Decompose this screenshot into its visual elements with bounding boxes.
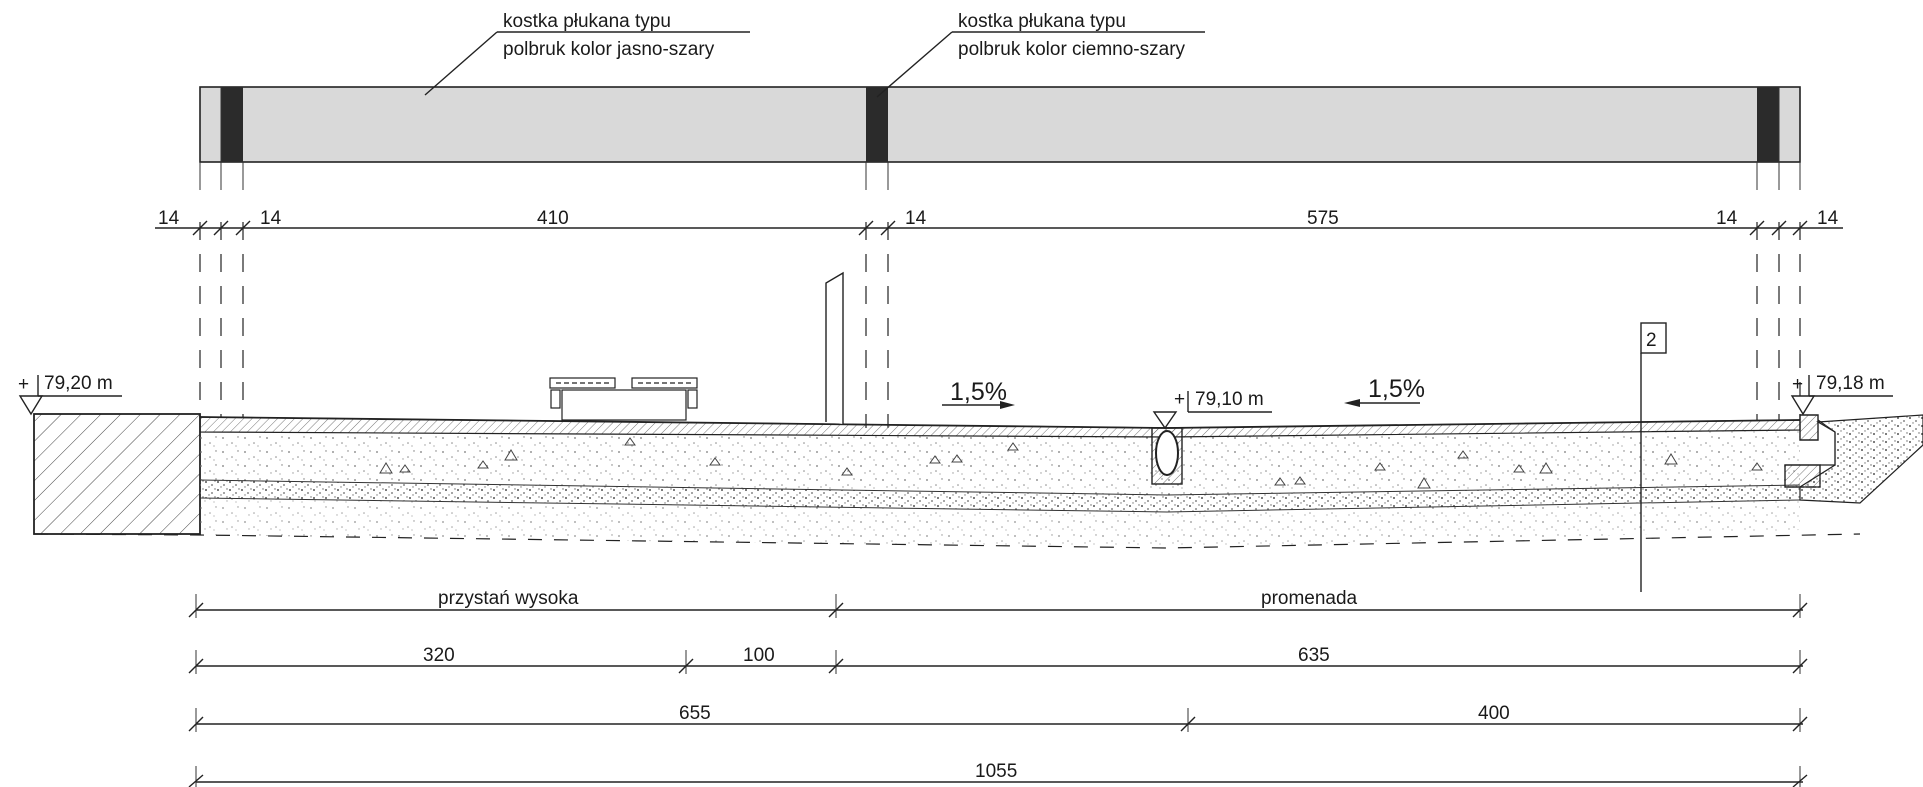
section-marker-box <box>1640 322 1667 354</box>
paving-dark-band-left <box>221 87 243 162</box>
callout-2-line2: polbruk kolor ciemno-szary <box>958 39 1186 60</box>
slope-right: 1,5% <box>1344 375 1425 407</box>
base-layer <box>200 430 1800 495</box>
paving-dark-band-middle <box>866 87 888 162</box>
elevation-79-20: 79,20 m <box>44 373 113 394</box>
callout-1-line2: polbruk kolor jasno-szary <box>503 39 715 60</box>
paving-dark-band-right <box>1757 87 1779 162</box>
label-przystan-wysoka: przystań wysoka <box>438 588 579 609</box>
paving-light-strip <box>199 86 1801 163</box>
dim-14-c: 14 <box>905 208 927 229</box>
label-promenada: promenada <box>1261 588 1358 609</box>
section-marker: 2 <box>1646 330 1657 351</box>
elevation-marker-left: + 79,20 m <box>18 373 122 416</box>
cross-section: 2 <box>33 271 1923 592</box>
dim-14-b: 14 <box>260 208 282 229</box>
dim-14-e: 14 <box>1817 208 1839 229</box>
callout-1-line1: kostka płukana typu <box>503 11 671 32</box>
dim-655: 655 <box>679 703 711 724</box>
dim-575: 575 <box>1307 208 1339 229</box>
dim-320: 320 <box>423 645 455 666</box>
slope-left: 1,5% <box>942 378 1015 409</box>
dim-14-d: 14 <box>1716 208 1738 229</box>
callout-light-paving: kostka płukana typu polbruk kolor jasno-… <box>424 11 750 96</box>
dim-400: 400 <box>1478 703 1510 724</box>
svg-text:+: + <box>18 374 29 395</box>
callout-dark-paving: kostka płukana typu polbruk kolor ciemno… <box>876 11 1205 98</box>
svg-text:+: + <box>1174 389 1185 410</box>
dim-14-a: 14 <box>158 208 180 229</box>
elevation-marker-right: + 79,18 m <box>1790 373 1893 416</box>
bottom-dimension-chains: przystań wysoka promenada 320 100 635 65… <box>188 588 1808 787</box>
slope-left-label: 1,5% <box>950 378 1007 406</box>
dim-635: 635 <box>1298 645 1330 666</box>
retaining-wall <box>33 413 201 535</box>
callout-2-line1: kostka płukana typu <box>958 11 1126 32</box>
dim-410: 410 <box>537 208 569 229</box>
elevation-marker-center: + 79,10 m <box>1152 389 1272 430</box>
post <box>825 271 844 424</box>
plan-strip <box>199 86 1801 163</box>
curb <box>1784 414 1836 488</box>
elevation-79-10: 79,10 m <box>1195 389 1264 410</box>
dim-1055: 1055 <box>975 761 1017 782</box>
elevation-79-18: 79,18 m <box>1816 373 1885 394</box>
bench <box>549 377 698 421</box>
svg-text:+: + <box>1792 374 1803 395</box>
drainage-channel <box>1151 427 1183 485</box>
dim-100: 100 <box>743 645 775 666</box>
subgrade-layer <box>200 498 1800 548</box>
top-dimension-chain: 14 14 410 14 575 14 14 <box>155 162 1843 428</box>
gravel-layer <box>200 480 1800 512</box>
slope-right-label: 1,5% <box>1368 375 1425 403</box>
embankment <box>1799 414 1923 504</box>
